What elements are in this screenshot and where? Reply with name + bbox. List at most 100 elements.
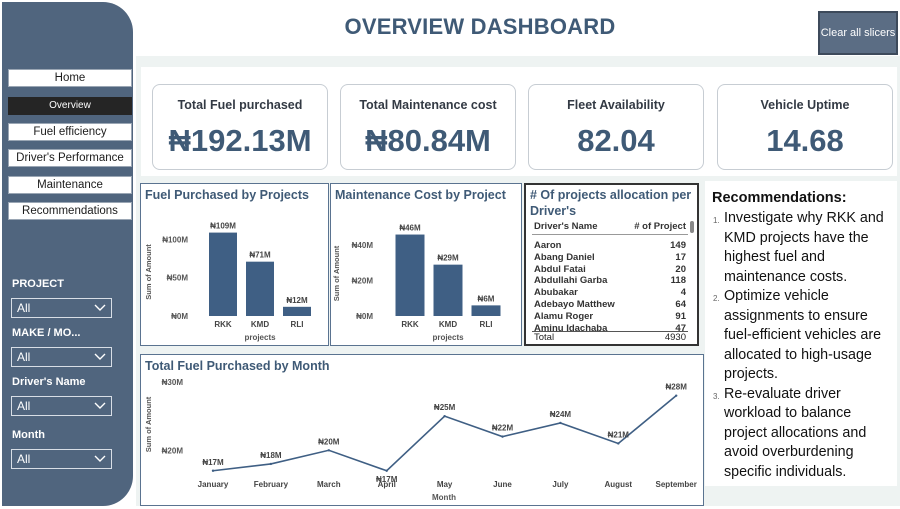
nav-maintenance-button[interactable]: Maintenance bbox=[8, 176, 132, 194]
driver-slicer-label: Driver's Name bbox=[12, 376, 86, 388]
project-count-cell: 47 bbox=[675, 322, 686, 334]
table-row[interactable]: Alamu Roger 91 bbox=[532, 311, 688, 323]
data-label: ₦6M bbox=[478, 294, 495, 303]
y-axis-label: Sum of Amount bbox=[144, 396, 153, 452]
list-number: 3. bbox=[713, 391, 720, 401]
table-header: Driver's Name # of Project bbox=[532, 221, 688, 235]
kpi-total-fuel-value: ₦192.13M bbox=[168, 123, 312, 158]
table-row[interactable]: Aminu Idachaba 47 bbox=[532, 323, 688, 335]
x-axis-label: projects bbox=[432, 333, 464, 342]
bar-kmd bbox=[246, 261, 274, 316]
data-label: ₦29M bbox=[437, 254, 459, 263]
chart-title: Total Fuel Purchased by Month bbox=[145, 359, 330, 373]
x-tick-label: September bbox=[656, 480, 697, 489]
month-slicer[interactable]: All bbox=[11, 449, 112, 469]
project-count-cell: 91 bbox=[675, 310, 686, 322]
table-row[interactable]: Abdul Fatai 20 bbox=[532, 264, 688, 276]
total-value: 4930 bbox=[664, 332, 686, 343]
y-axis-label: Sum of Amount bbox=[144, 244, 153, 300]
make-slicer-value: All bbox=[17, 350, 31, 364]
y-tick-label: ₦40M bbox=[352, 241, 374, 250]
table-row[interactable]: Adebayo Matthew 64 bbox=[532, 299, 688, 311]
recommendation-item: 1. Investigate why RKK and KMD projects h… bbox=[713, 209, 896, 287]
recommendations-panel: Recommendations: 1. Investigate why RKK a… bbox=[705, 181, 897, 486]
y-tick-label: ₦20M bbox=[162, 446, 184, 455]
data-label: ₦12M bbox=[286, 296, 308, 305]
make-slicer-label: MAKE / MO... bbox=[12, 327, 81, 339]
x-axis-label: Month bbox=[432, 493, 456, 502]
data-label: ₦17M bbox=[376, 475, 398, 484]
driver-name-cell: Abang Daniel bbox=[534, 251, 595, 263]
x-tick-label: RKK bbox=[401, 320, 419, 329]
column-header-project-count[interactable]: # of Project bbox=[634, 221, 686, 232]
kpi-total-fuel: Total Fuel purchased ₦192.13M bbox=[152, 84, 328, 170]
recommendation-item: 2. Optimize vehicle assignments to ensure… bbox=[713, 287, 896, 385]
project-slicer[interactable]: All bbox=[11, 298, 112, 318]
y-tick-label: ₦20M bbox=[352, 277, 374, 286]
nav-drivers-performance-button[interactable]: Driver's Performance bbox=[8, 149, 132, 167]
bar-rli bbox=[471, 305, 501, 316]
data-point bbox=[269, 462, 273, 466]
maintenance-by-project-plot: ₦0M ₦20M ₦40M Sum of Amount ₦46M RKK ₦29M KMD ₦6… bbox=[332, 224, 501, 342]
clear-all-slicers-button[interactable]: Clear all slicers bbox=[818, 11, 898, 55]
project-count-cell: 20 bbox=[675, 263, 686, 275]
data-label: ₦24M bbox=[550, 410, 572, 419]
driver-allocation-table[interactable]: # Of projects allocation per Driver's Dr… bbox=[524, 183, 699, 346]
bar-rkk bbox=[395, 234, 425, 316]
chevron-down-icon bbox=[94, 455, 106, 462]
nav-overview-button[interactable]: Overview bbox=[8, 97, 132, 115]
kpi-fleet-availability-value: 82.04 bbox=[577, 123, 655, 158]
table-scrollbar[interactable] bbox=[690, 221, 694, 233]
kpi-vehicle-uptime-value: 14.68 bbox=[766, 123, 844, 158]
make-slicer[interactable]: All bbox=[11, 347, 112, 367]
recommendation-item: 3. Re-evaluate driver workload to balance… bbox=[713, 385, 896, 483]
driver-name-cell: Alamu Roger bbox=[534, 310, 594, 322]
data-point bbox=[675, 394, 678, 397]
fuel-by-month-chart: Total Fuel Purchased by Month ₦20M ₦30M Su… bbox=[140, 354, 704, 506]
recommendation-text: Re-evaluate driver workload to balance p… bbox=[724, 385, 867, 480]
x-tick-label: June bbox=[493, 480, 512, 489]
data-label: ₦28M bbox=[666, 383, 688, 392]
data-label: ₦21M bbox=[608, 430, 630, 439]
table-row[interactable]: Abdullahi Garba 118 bbox=[532, 275, 688, 287]
kpi-total-maintenance: Total Maintenance cost ₦80.84M bbox=[340, 84, 516, 170]
bar-kmd bbox=[433, 264, 463, 316]
bar-rli bbox=[283, 306, 311, 316]
nav-recommendations-button[interactable]: Recommendations bbox=[8, 202, 132, 220]
chevron-down-icon bbox=[94, 304, 106, 311]
table-total-row: Total 4930 bbox=[532, 331, 688, 344]
list-number: 1. bbox=[713, 216, 720, 225]
nav-home-button[interactable]: Home bbox=[8, 69, 132, 87]
table-row[interactable]: Aaron 149 bbox=[532, 240, 688, 252]
driver-slicer[interactable]: All bbox=[11, 396, 112, 416]
x-tick-label: March bbox=[317, 480, 341, 489]
data-point bbox=[385, 469, 388, 472]
project-slicer-label: PROJECT bbox=[12, 278, 64, 290]
project-count-cell: 149 bbox=[670, 240, 686, 251]
data-point bbox=[327, 449, 330, 452]
driver-name-cell: Abdullahi Garba bbox=[534, 275, 608, 287]
data-label: ₦17M bbox=[202, 458, 224, 467]
project-slicer-value: All bbox=[17, 301, 31, 315]
sidebar: Home Overview Fuel efficiency Driver's P… bbox=[2, 2, 133, 506]
data-label: ₦71M bbox=[249, 251, 271, 260]
kpi-total-fuel-label: Total Fuel purchased bbox=[177, 98, 303, 112]
y-tick-label: ₦30M bbox=[162, 378, 184, 387]
list-number: 2. bbox=[713, 294, 720, 303]
column-header-driver-name[interactable]: Driver's Name bbox=[534, 221, 598, 232]
table-row[interactable]: Abang Daniel 17 bbox=[532, 252, 688, 264]
x-tick-label: May bbox=[437, 480, 453, 489]
project-count-cell: 118 bbox=[670, 275, 686, 287]
project-count-cell: 17 bbox=[675, 251, 686, 263]
nav-fuel-efficiency-button[interactable]: Fuel efficiency bbox=[8, 123, 132, 141]
y-tick-label: ₦0M bbox=[171, 312, 188, 321]
kpi-fleet-availability-label: Fleet Availability bbox=[567, 98, 665, 112]
data-point bbox=[211, 469, 215, 472]
chart-title: Maintenance Cost by Project bbox=[335, 188, 506, 202]
recommendations-title: Recommendations: bbox=[712, 190, 847, 206]
chart-title: Fuel Purchased by Projects bbox=[145, 188, 309, 202]
driver-name-cell: Aminu Idachaba bbox=[534, 322, 608, 334]
table-row[interactable]: Abubakar 4 bbox=[532, 287, 688, 299]
kpi-total-maintenance-label: Total Maintenance cost bbox=[359, 98, 497, 112]
data-label: ₦109M bbox=[210, 222, 236, 231]
